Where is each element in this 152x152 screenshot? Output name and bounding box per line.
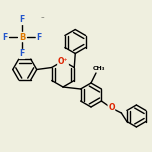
Text: O⁺: O⁺: [58, 57, 68, 66]
Text: F: F: [19, 16, 25, 24]
Text: B: B: [19, 33, 25, 41]
Text: ⁻: ⁻: [40, 16, 44, 22]
Text: O: O: [108, 104, 115, 112]
Text: F: F: [2, 33, 8, 41]
Text: F: F: [19, 50, 25, 59]
Text: F: F: [36, 33, 42, 41]
Text: CH₃: CH₃: [93, 67, 105, 71]
